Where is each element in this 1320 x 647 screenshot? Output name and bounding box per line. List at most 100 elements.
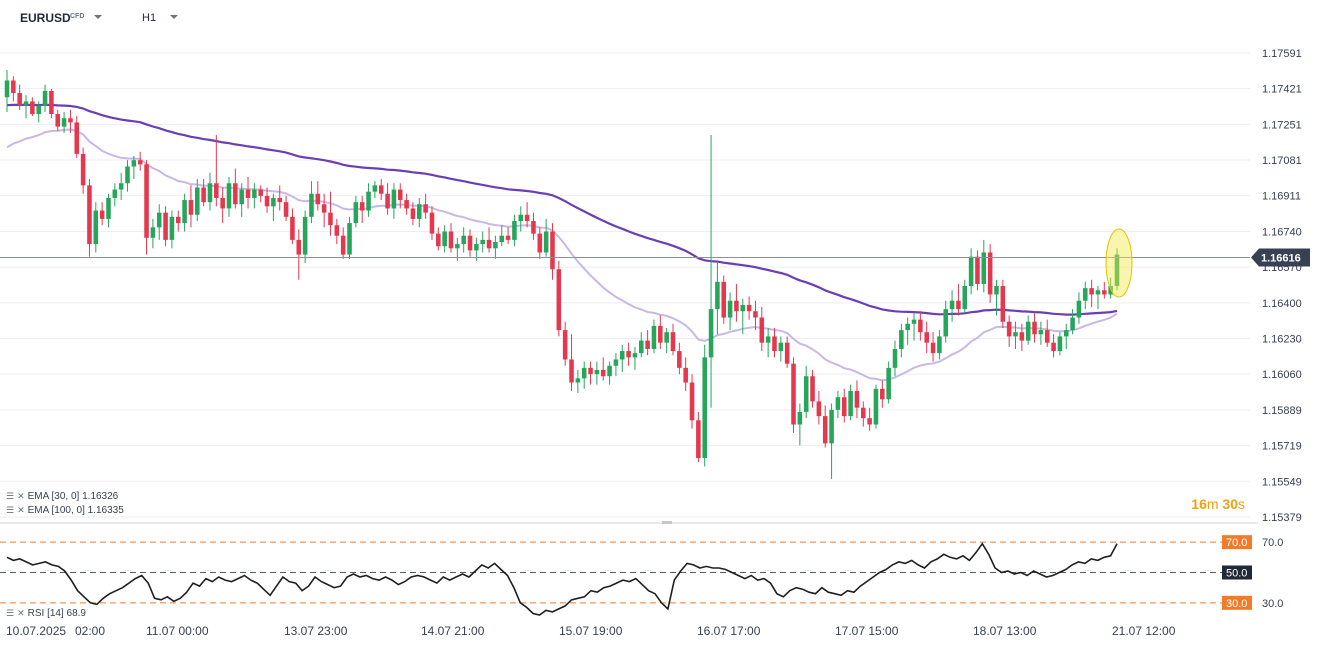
timeframe-dropdown-icon[interactable] [170, 15, 178, 19]
candle-body [480, 239, 485, 245]
candle-body [651, 325, 657, 349]
candle [658, 315, 663, 349]
time-tick-label: 18.07 13:00 [973, 624, 1037, 638]
candle-body [277, 197, 283, 203]
candle-body [918, 319, 923, 333]
candle [886, 361, 891, 404]
candle [112, 183, 118, 207]
candle [4, 69, 10, 112]
candle-body [683, 367, 688, 383]
candle [772, 328, 777, 358]
candle [1083, 281, 1088, 310]
symbol-dropdown-icon[interactable] [94, 15, 102, 19]
legend-rsi: ☰ ✕ RSI [14] 68.9 [6, 608, 86, 619]
candle-body [1089, 288, 1094, 295]
candle [512, 214, 517, 247]
candle [829, 403, 834, 480]
candle [55, 109, 61, 131]
close-icon[interactable]: ✕ [17, 608, 25, 618]
candle-body [493, 241, 498, 249]
candle-body [442, 231, 447, 247]
candle [467, 229, 473, 257]
candle [169, 210, 175, 249]
candle [233, 168, 238, 209]
candle-body [505, 235, 511, 240]
candle-body [810, 376, 815, 402]
candle-body [156, 212, 162, 228]
pane-resize-handle[interactable] [662, 521, 672, 524]
settings-icon[interactable]: ☰ [6, 505, 15, 515]
candle [677, 342, 682, 375]
candle [207, 172, 213, 211]
candle-body [765, 336, 771, 343]
candle [791, 357, 796, 433]
candle-body [226, 183, 232, 209]
candle-body [727, 300, 733, 318]
ema100-line [6, 103, 1118, 316]
candle [391, 183, 397, 219]
candle [734, 283, 739, 322]
candle [296, 229, 302, 280]
ema30-line [6, 128, 1118, 382]
candle [1000, 279, 1006, 329]
candle-body [201, 187, 206, 203]
candle [765, 328, 771, 358]
candle-body [378, 185, 384, 194]
candle-body [696, 420, 701, 459]
candle [493, 235, 498, 259]
candle-body [163, 212, 168, 240]
candle-body [1038, 330, 1044, 335]
candle [378, 179, 384, 201]
candle-body [588, 367, 593, 375]
close-icon[interactable]: ✕ [17, 491, 25, 501]
candle [968, 248, 974, 295]
candle-body [613, 359, 619, 366]
rsi-line [6, 542, 1118, 616]
candle-body [835, 397, 841, 410]
symbol-selector[interactable]: EURUSD [20, 11, 71, 25]
candle [543, 218, 549, 257]
candle-body [385, 193, 390, 209]
candle-body [841, 397, 847, 417]
candle [575, 369, 581, 394]
instrument-type-label: CFD [70, 13, 85, 20]
candle [372, 181, 378, 198]
candle-body [1057, 336, 1063, 352]
candle [74, 116, 80, 159]
candle-body [340, 235, 346, 255]
candle-body [30, 101, 35, 115]
candle [505, 227, 511, 245]
last-candle-highlight [1105, 228, 1133, 298]
candle-body [658, 325, 663, 343]
candle-body [36, 105, 41, 115]
timeframe-selector[interactable]: H1 [142, 12, 157, 24]
candle-body [353, 202, 359, 224]
price-grid [0, 52, 1250, 518]
candle-body [848, 390, 853, 417]
candle-body [17, 93, 22, 106]
candle [930, 332, 936, 362]
candle-body [296, 239, 302, 255]
settings-icon[interactable]: ☰ [6, 491, 15, 501]
candle-body [537, 233, 543, 253]
candle-body [524, 214, 530, 222]
candle [683, 357, 688, 391]
price-tick-label: 1.15549 [1262, 476, 1302, 488]
candle [321, 193, 327, 228]
rsi-level-badge [1222, 565, 1252, 580]
candle [417, 197, 422, 228]
candle [271, 193, 276, 222]
candle-body [131, 160, 137, 167]
candle [740, 298, 746, 335]
candle [214, 135, 219, 207]
close-icon[interactable]: ✕ [17, 505, 25, 515]
candle-body [968, 256, 974, 287]
price-tick-label: 1.16060 [1262, 369, 1302, 381]
candle [556, 260, 562, 337]
candle [258, 185, 263, 203]
legend-ema100-label: EMA [100, 0] 1.16335 [27, 505, 124, 516]
settings-icon[interactable]: ☰ [6, 608, 15, 618]
price-tick-label: 1.17251 [1262, 119, 1302, 131]
candle [721, 275, 727, 324]
